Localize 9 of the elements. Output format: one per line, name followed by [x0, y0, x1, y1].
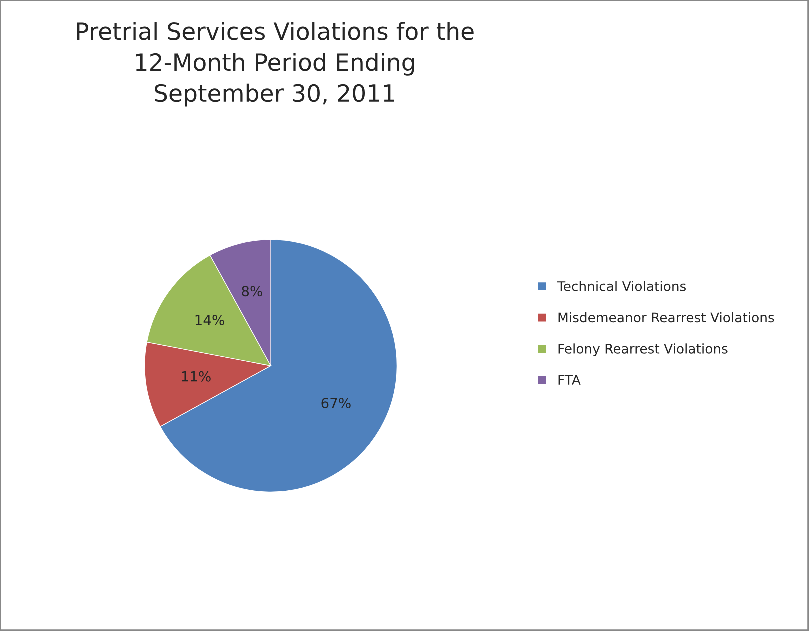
data-label: 11% — [182, 371, 211, 382]
chart-title: Pretrial Services Violations for the 12-Month Period Ending September 30, 2011 — [77, 22, 474, 107]
data-label: 8% — [242, 286, 262, 297]
data-label: 67% — [322, 398, 351, 409]
legend-label: FTA — [558, 375, 581, 385]
legend-label: Felony Rearrest Violations — [558, 344, 728, 356]
data-label: 14% — [196, 314, 224, 326]
legend-label: Misdemeanor Rearrest Violations — [558, 312, 774, 323]
legend-label: Technical Violations — [557, 281, 686, 292]
